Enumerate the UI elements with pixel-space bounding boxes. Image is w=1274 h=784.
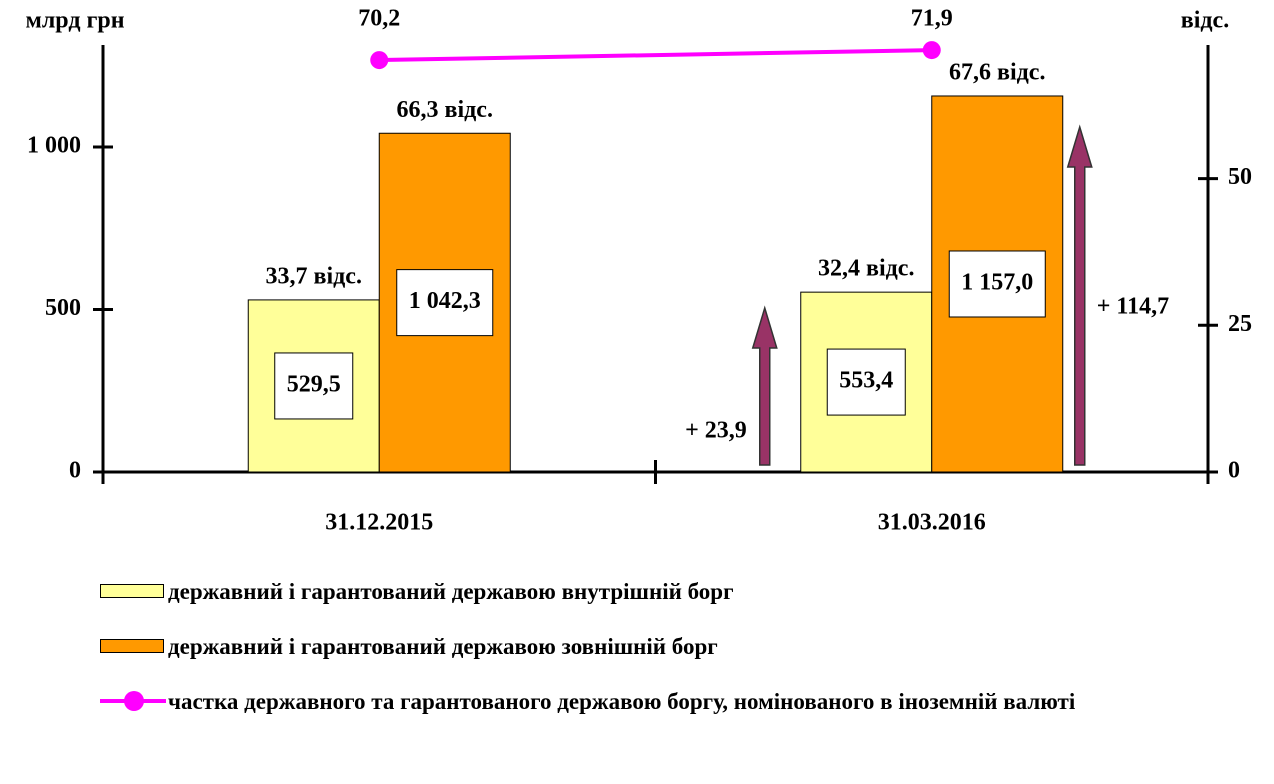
value-label-box	[396, 269, 494, 337]
change-label: + 114,7	[1097, 294, 1169, 320]
y2-tick-label: 25	[1228, 311, 1252, 337]
x-tick-label: 31.03.2016	[878, 510, 986, 536]
value-label: 553,4	[839, 368, 893, 394]
value-label: 1 157,0	[961, 269, 1033, 295]
legend-item: державний і гарантований державою внутрі…	[100, 578, 1100, 605]
line-point	[370, 51, 389, 70]
legend-item: частка державного та гарантованого держа…	[100, 688, 1100, 715]
percent-label: 66,3 відс.	[397, 97, 493, 123]
y-axis-label: млрд грн	[25, 8, 124, 34]
chart: млрд грн відс. 0 500 1 000 0 25 50 31.12.2015 5…	[25, 6, 1252, 536]
y-tick-label: 0	[69, 458, 81, 484]
legend-marker	[124, 691, 144, 711]
percent-label: 32,4 відс.	[818, 256, 914, 282]
legend-item: державний і гарантований державою зовніш…	[100, 633, 1100, 660]
legend-label: частка державного та гарантованого держа…	[168, 689, 1076, 714]
legend-swatch	[100, 584, 164, 598]
line	[379, 48, 932, 63]
legend-label: державний і гарантований державою внутрі…	[168, 579, 734, 604]
percent-label: 33,7 відс.	[266, 263, 362, 289]
legend-swatch	[100, 639, 164, 653]
y-tick-label: 1 000	[27, 133, 81, 159]
value-label-box	[826, 348, 906, 416]
percent-label: 67,6 відс.	[949, 59, 1045, 85]
value-label: 1 042,3	[409, 288, 481, 314]
line-value-label: 71,9	[911, 6, 953, 32]
y2-tick-label: 0	[1228, 458, 1240, 484]
y-tick-label: 500	[45, 295, 81, 321]
line-point	[922, 41, 941, 60]
legend: державний і гарантований державою внутрі…	[100, 578, 1100, 743]
arrow	[1066, 124, 1093, 466]
value-label-box	[274, 352, 354, 420]
legend-label: державний і гарантований державою зовніш…	[168, 634, 718, 659]
change-label: + 23,9	[685, 418, 747, 444]
value-label-box	[948, 250, 1046, 318]
line-value-label: 70,2	[358, 6, 400, 32]
y2-tick-label: 50	[1228, 164, 1252, 190]
arrow	[751, 305, 778, 466]
x-tick-label: 31.12.2015	[325, 510, 433, 536]
y2-axis-label: відс.	[1181, 8, 1229, 34]
value-label: 529,5	[287, 371, 341, 397]
